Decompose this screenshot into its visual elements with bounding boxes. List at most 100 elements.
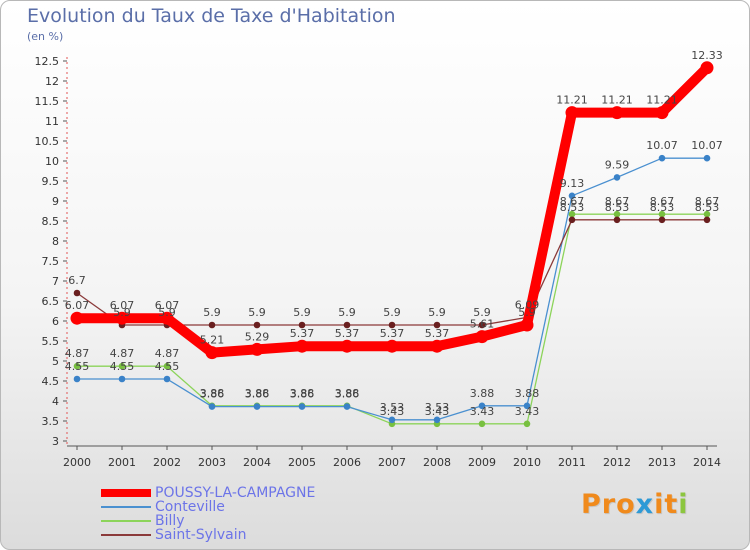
data-label: 3.86 <box>290 388 315 401</box>
data-point <box>520 318 534 332</box>
data-label: 3.86 <box>200 388 225 401</box>
data-label: 3.43 <box>425 405 450 418</box>
data-point <box>388 416 396 424</box>
data-point <box>433 416 441 424</box>
data-point <box>703 216 711 224</box>
data-point <box>70 311 84 325</box>
data-label: 5.61 <box>470 318 495 331</box>
data-label: 3.88 <box>200 387 225 400</box>
legend-label: Billy <box>155 513 185 529</box>
data-point <box>205 346 219 360</box>
y-tick-label: 9 <box>52 195 59 208</box>
y-tick-label: 8 <box>52 235 59 248</box>
x-tick-label: 2001 <box>108 456 136 469</box>
data-label: 4.87 <box>65 347 90 360</box>
data-point <box>655 106 669 120</box>
data-label: 8.67 <box>605 195 630 208</box>
chart-title: Evolution du Taux de Taxe d'Habitation <box>27 5 396 27</box>
legend-swatch <box>101 489 151 497</box>
y-tick-label: 5 <box>52 355 59 368</box>
y-tick-label: 4 <box>52 395 59 408</box>
x-tick-label: 2014 <box>693 456 721 469</box>
data-label: 10.07 <box>691 139 723 152</box>
data-point <box>610 106 624 120</box>
logo-part: t <box>664 489 679 520</box>
data-point <box>475 330 489 344</box>
data-label: 3.86 <box>245 388 270 401</box>
data-point <box>565 106 579 120</box>
y-tick-label: 7 <box>52 275 59 288</box>
data-point <box>613 174 621 181</box>
data-label: 11.21 <box>646 94 678 107</box>
data-label: 8.67 <box>650 195 675 208</box>
data-label: 5.9 <box>293 306 311 319</box>
data-point <box>523 402 531 410</box>
legend-label: POUSSY-LA-CAMPAGNE <box>155 485 316 501</box>
x-tick-label: 2011 <box>558 456 586 469</box>
data-point <box>568 216 576 224</box>
data-point <box>295 339 309 353</box>
legend-label: Saint-Sylvain <box>155 527 247 543</box>
data-point <box>118 362 126 370</box>
data-label: 8.53 <box>650 201 675 214</box>
data-point <box>478 420 486 428</box>
proxiti-logo: Proxiti <box>581 489 689 520</box>
legend-swatch <box>101 520 151 522</box>
data-label: 5.29 <box>245 330 270 343</box>
data-label: 11.21 <box>601 94 633 107</box>
y-tick-label: 7.5 <box>42 255 60 268</box>
data-label: 10.07 <box>646 139 678 152</box>
data-point <box>250 342 264 356</box>
data-label: 3.43 <box>380 405 405 418</box>
x-tick-label: 2006 <box>333 456 361 469</box>
data-point <box>163 362 171 370</box>
data-point <box>613 210 621 218</box>
y-tick-label: 11.5 <box>35 95 60 108</box>
data-label: 5.9 <box>203 306 221 319</box>
x-tick-label: 2003 <box>198 456 226 469</box>
data-label: 5.9 <box>383 306 401 319</box>
data-point <box>703 210 711 218</box>
data-label: 4.55 <box>65 360 90 373</box>
data-point <box>658 154 666 162</box>
x-tick-label: 2012 <box>603 456 631 469</box>
data-point <box>163 375 171 383</box>
data-point <box>568 192 576 200</box>
legend-swatch <box>101 534 151 536</box>
data-label: 3.53 <box>425 401 450 414</box>
data-label: 3.88 <box>470 387 495 400</box>
data-label: 3.88 <box>515 387 540 400</box>
data-label: 5.9 <box>473 306 491 319</box>
logo-part: Pro <box>581 489 636 520</box>
data-point <box>73 362 81 370</box>
data-label: 5.9 <box>338 306 356 319</box>
data-label: 4.55 <box>155 360 180 373</box>
data-point <box>700 61 714 75</box>
y-axis-unit: (en %) <box>27 30 64 43</box>
data-point <box>253 403 261 410</box>
data-label: 3.88 <box>335 387 360 400</box>
data-label: 5.37 <box>335 327 360 340</box>
data-point <box>433 321 441 329</box>
data-label: 6.7 <box>68 274 86 287</box>
legend-swatch <box>101 506 151 508</box>
y-tick-label: 6.5 <box>42 295 60 308</box>
x-tick-label: 2010 <box>513 456 541 469</box>
data-label: 5.9 <box>248 306 266 319</box>
data-label: 5.9 <box>518 306 536 319</box>
data-label: 6.07 <box>155 299 180 312</box>
data-label: 9.13 <box>560 177 585 190</box>
data-label: 8.53 <box>605 201 630 214</box>
data-label: 12.33 <box>691 49 723 62</box>
data-label: 4.87 <box>155 347 180 360</box>
data-point <box>703 154 711 162</box>
data-point <box>253 321 261 329</box>
y-tick-label: 3 <box>52 435 59 448</box>
data-label: 5.37 <box>425 327 450 340</box>
data-label: 3.43 <box>515 405 540 418</box>
data-label: 5.9 <box>428 306 446 319</box>
data-label: 9.59 <box>605 158 630 171</box>
data-label: 8.53 <box>560 201 585 214</box>
data-point <box>73 375 81 383</box>
